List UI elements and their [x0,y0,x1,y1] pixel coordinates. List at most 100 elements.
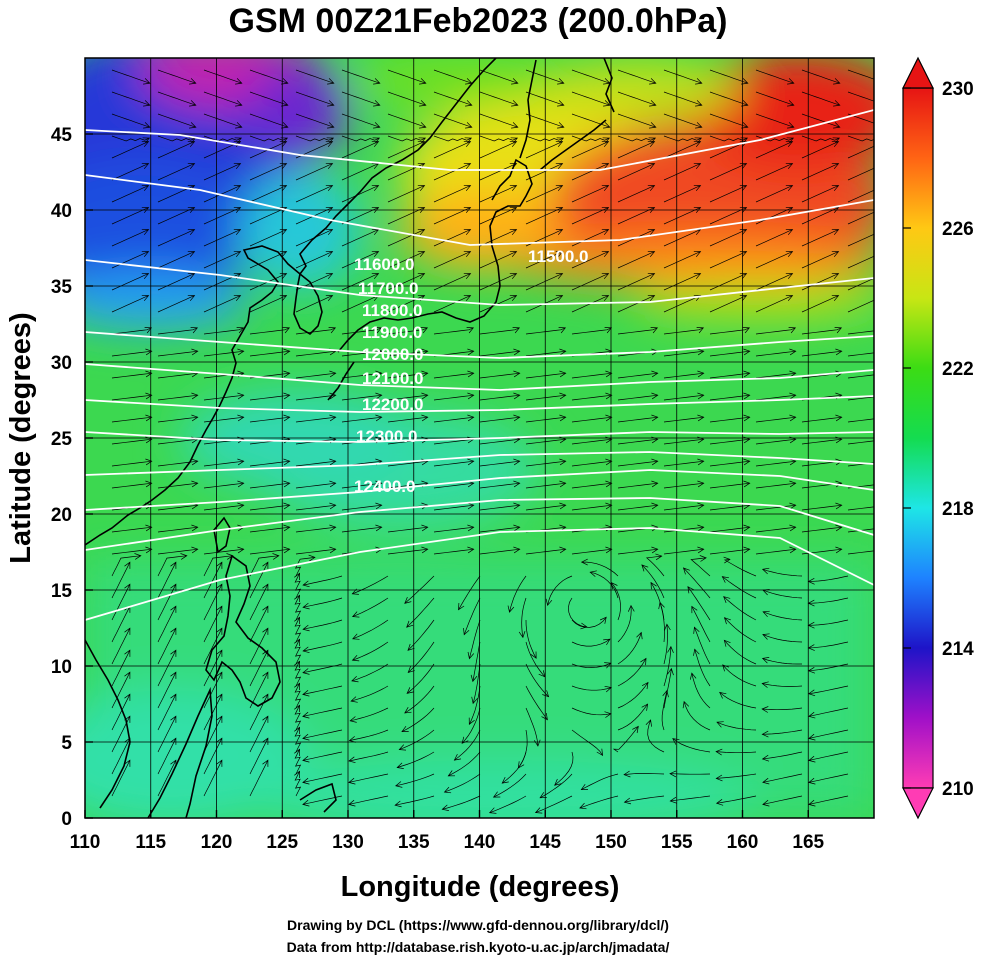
streamline [157,738,177,775]
streamline-arrow [601,250,610,258]
streamline-arrow [719,691,727,699]
streamline [157,716,177,753]
streamline [663,327,704,335]
streamline-arrow [833,100,841,107]
streamline-arrow [216,561,223,569]
streamline-arrow [325,272,334,280]
streamline [406,597,435,628]
streamline-arrow [743,524,751,532]
streamline-arrow [302,602,310,610]
streamline [525,460,566,467]
streamline-arrow [463,228,472,236]
streamline-arrow [141,184,150,192]
streamline [295,295,333,313]
streamline-arrow [351,611,360,618]
streamline-arrow [603,100,611,107]
streamline-arrow [421,502,429,510]
streamline [349,729,389,741]
streamline-arrow [145,370,153,378]
streamline [302,707,343,717]
streamline [672,738,711,753]
streamline-arrow [187,250,196,258]
streamline-arrow [294,594,300,602]
colorbar-max-arrow [902,56,934,89]
streamline [624,773,665,776]
streamline-arrow [601,184,610,192]
streamline [479,135,518,142]
streamline-arrow [545,598,553,607]
streamline-arrow [421,414,429,422]
streamline [203,207,241,225]
streamline-arrow [501,776,509,784]
streamline-arrow [145,414,153,422]
streamline [295,135,334,142]
streamline [755,251,793,269]
streamline-arrow [191,348,199,356]
streamline-arrow [834,327,843,334]
streamline-arrow [279,206,288,214]
streamline [762,751,803,760]
streamline [157,548,198,555]
streamline [525,207,563,225]
streamline [433,273,471,291]
streamline [472,663,481,704]
coast-new-guinea [299,782,337,813]
streamline [111,584,131,621]
x-tick-label: 130 [332,832,364,853]
streamline-arrow [743,458,751,466]
streamline [663,273,701,291]
streamline [617,141,655,159]
contour-line [85,469,874,511]
streamline-arrow [282,327,291,334]
streamline [295,394,336,401]
streamline [249,350,290,357]
streamline [433,185,471,203]
streamline-arrow [236,327,245,334]
streamline [203,760,223,797]
streamline [294,771,302,797]
contour-line [85,174,874,246]
streamline-arrow [396,762,404,769]
streamline [111,273,149,291]
streamline-arrow [124,693,131,701]
streamline [847,113,874,124]
streamline [203,350,244,357]
streamline [659,602,665,643]
streamline-arrow [605,458,613,466]
streamline-arrow [605,546,613,554]
streamline [617,482,658,489]
streamline-arrow [328,327,337,334]
streamline [341,229,379,247]
colorbar-min-arrow [902,787,934,820]
streamline [341,251,379,269]
streamline-arrow [170,561,177,569]
streamline [571,372,612,379]
streamline-arrow [441,804,449,811]
streamline [709,163,747,181]
streamline [157,562,177,599]
streamline-arrow [722,664,730,672]
streamline [687,586,711,621]
streamline-arrow [327,122,335,129]
streamline-arrow [538,670,546,678]
streamline [571,394,612,401]
streamline-arrow [170,605,177,613]
streamline-arrow [831,162,840,170]
streamline-arrow [693,294,702,302]
streamline-arrow [601,294,610,302]
streamline [203,69,242,84]
streamline-arrow [325,206,334,214]
streamline [661,690,668,731]
streamline-arrow [144,327,153,334]
streamline-arrow [789,458,797,466]
streamline [709,327,750,335]
streamline [709,185,747,203]
streamline-arrow [170,693,177,701]
streamline [691,673,711,709]
streamline [617,69,656,84]
streamline-arrow [329,546,337,554]
streamline-arrow [420,327,429,334]
streamline [847,145,874,159]
streamline-arrow [294,704,300,712]
streamline-arrow [530,651,537,659]
